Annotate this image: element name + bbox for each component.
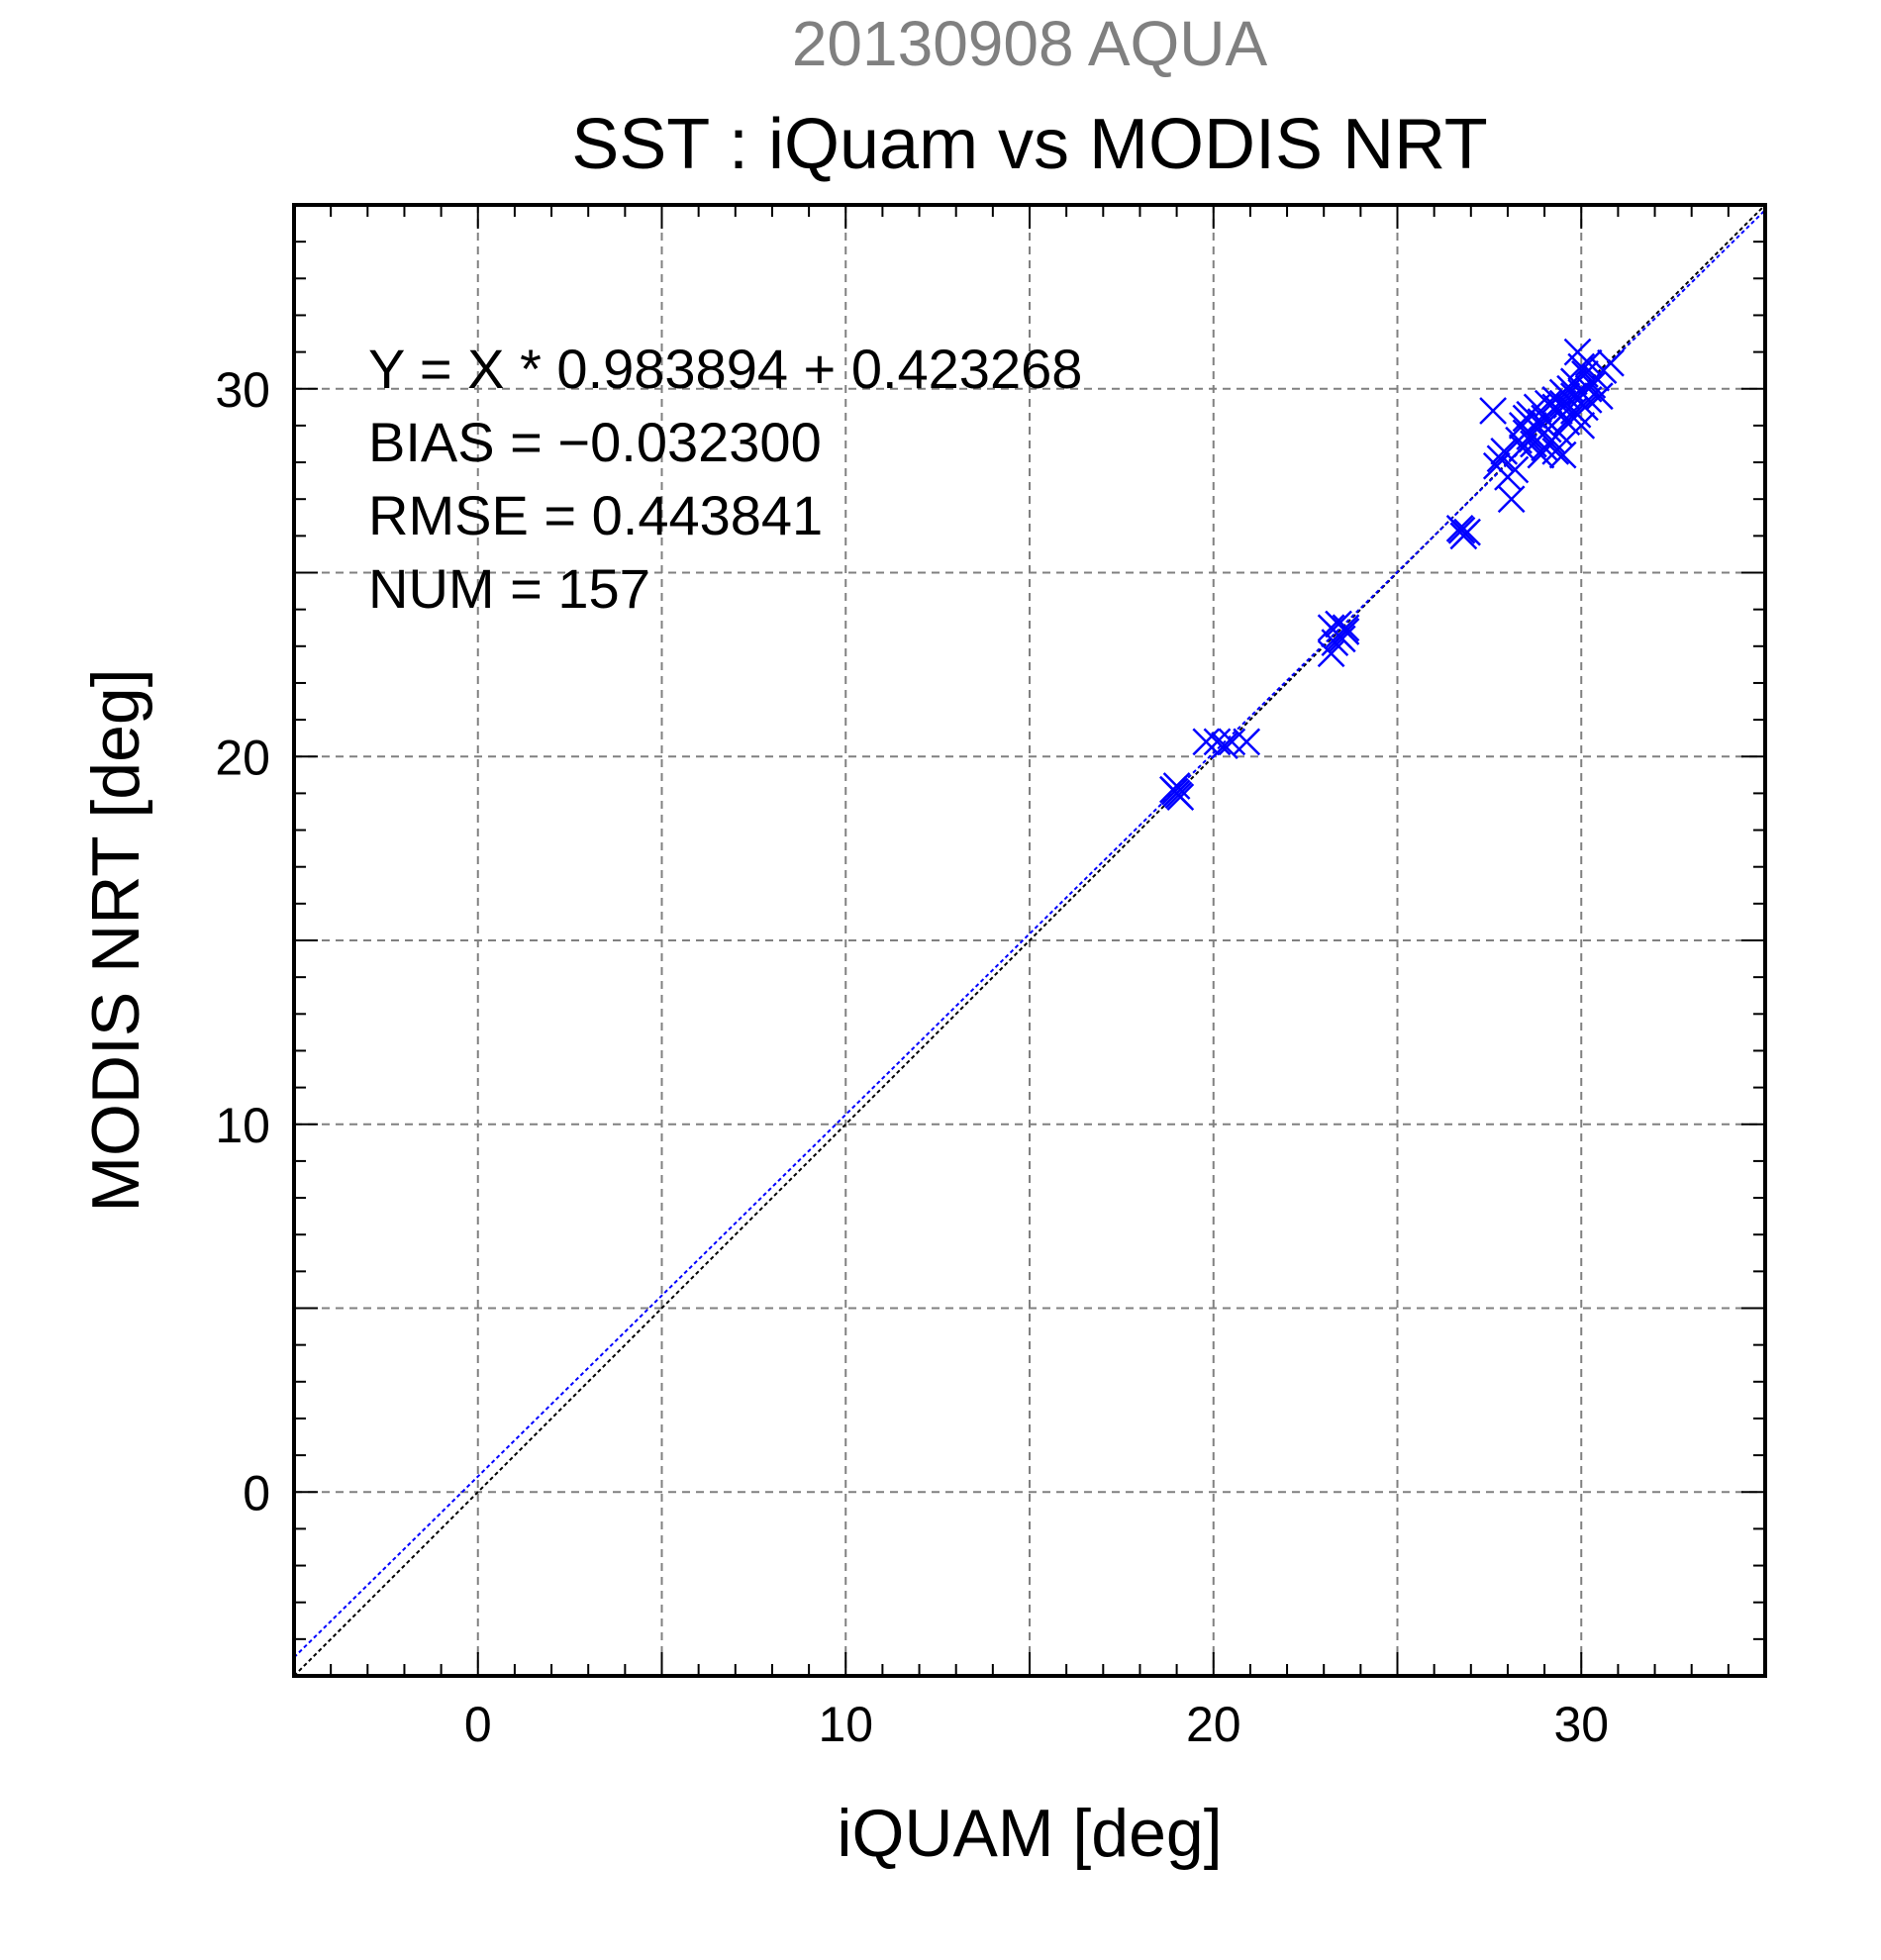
data-point — [1192, 728, 1221, 756]
data-point — [1597, 348, 1625, 377]
data-point — [1548, 378, 1577, 407]
data-point — [1574, 348, 1603, 377]
data-point — [1541, 393, 1570, 422]
x-tick-label: 10 — [818, 1697, 873, 1752]
data-point — [1218, 728, 1246, 756]
annotation-rmse: RMSE = 0.443841 — [368, 484, 823, 546]
annotation-bias: BIAS = −0.032300 — [368, 411, 822, 473]
plot-frame — [292, 203, 1767, 1678]
x-tick-label: 20 — [1186, 1697, 1241, 1752]
data-point — [1447, 516, 1476, 544]
data-point — [1453, 518, 1481, 546]
data-point — [1211, 732, 1238, 759]
annotation-num: NUM = 157 — [368, 557, 650, 620]
data-point — [1490, 438, 1519, 465]
data-point — [1482, 451, 1511, 480]
y-tick-labels: 0 10 20 30 — [215, 362, 270, 1521]
data-point — [1162, 772, 1191, 800]
data-point — [1479, 397, 1507, 425]
y-axis-label: MODIS NRT [deg] — [78, 668, 153, 1212]
chart-title: SST : iQuam vs MODIS NRT — [571, 105, 1488, 184]
annotation-regression: Y = X * 0.983894 + 0.423268 — [368, 338, 1082, 400]
stats-annotations: Y = X * 0.983894 + 0.423268 BIAS = −0.03… — [368, 338, 1082, 620]
data-point — [1585, 382, 1614, 411]
x-axis-label: iQUAM [deg] — [837, 1796, 1222, 1871]
data-point — [1203, 728, 1232, 756]
data-point — [1164, 781, 1193, 810]
y-tick-label: 20 — [215, 730, 270, 785]
y-tick-label: 10 — [215, 1098, 270, 1153]
data-point — [1332, 618, 1360, 645]
data-point — [1332, 614, 1360, 642]
data-point — [1317, 639, 1345, 668]
data-point — [1567, 352, 1596, 381]
data-point — [1497, 485, 1526, 514]
y-tick-label: 0 — [243, 1465, 270, 1520]
data-point — [1545, 419, 1573, 447]
data-point — [1548, 441, 1577, 469]
data-point — [1559, 397, 1588, 425]
data-points — [1159, 338, 1625, 811]
data-point — [1233, 728, 1261, 756]
data-point — [1556, 374, 1584, 403]
data-point — [1527, 441, 1555, 469]
data-point — [1559, 382, 1588, 411]
data-point — [1534, 415, 1562, 443]
y-tick-label: 30 — [215, 362, 270, 418]
x-tick-labels: 0 10 20 30 — [464, 1697, 1609, 1752]
x-tick-label: 30 — [1553, 1697, 1609, 1752]
data-point — [1501, 455, 1530, 484]
chart-suptitle: 20130908 AQUA — [792, 8, 1268, 79]
x-tick-label: 0 — [464, 1697, 492, 1752]
